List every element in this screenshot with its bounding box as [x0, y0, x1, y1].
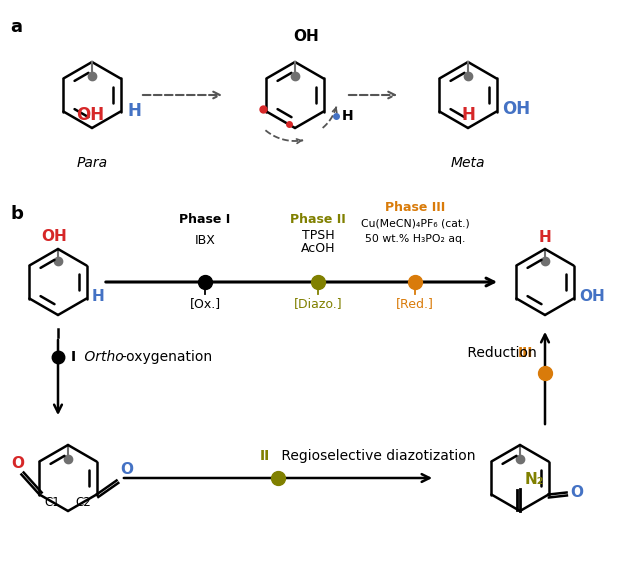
Text: O: O — [11, 455, 24, 470]
Text: OH: OH — [293, 29, 319, 44]
Text: OH: OH — [76, 106, 104, 124]
Text: H: H — [539, 230, 551, 245]
Text: b: b — [10, 205, 23, 223]
Text: Ortho: Ortho — [80, 350, 124, 364]
Text: C1: C1 — [45, 496, 60, 510]
Text: II: II — [260, 449, 270, 463]
Text: OH: OH — [579, 289, 605, 304]
Text: a: a — [10, 18, 22, 36]
Text: [Red.]: [Red.] — [396, 297, 434, 310]
Text: [Ox.]: [Ox.] — [190, 297, 221, 310]
Text: Phase I: Phase I — [179, 213, 231, 226]
Text: Meta: Meta — [451, 156, 485, 170]
Text: Para: Para — [76, 156, 107, 170]
Text: Phase III: Phase III — [385, 201, 445, 214]
Text: Regioselective diazotization: Regioselective diazotization — [277, 449, 476, 463]
Text: O: O — [121, 462, 134, 478]
Text: H: H — [342, 108, 353, 123]
Text: III: III — [518, 346, 533, 360]
Text: OH: OH — [41, 229, 67, 244]
Text: C2: C2 — [76, 496, 92, 510]
Text: O: O — [570, 485, 584, 500]
Text: -oxygenation: -oxygenation — [121, 350, 212, 364]
Text: AcOH: AcOH — [301, 242, 335, 255]
Text: H: H — [461, 106, 475, 124]
Text: Reduction: Reduction — [463, 346, 537, 360]
Text: [Diazo.]: [Diazo.] — [294, 297, 342, 310]
Text: H: H — [92, 289, 104, 304]
Text: Phase II: Phase II — [290, 213, 346, 226]
Text: TPSH: TPSH — [301, 229, 335, 242]
Text: 50 wt.% H₃PO₂ aq.: 50 wt.% H₃PO₂ aq. — [365, 234, 465, 244]
Text: N₂: N₂ — [525, 472, 544, 487]
Text: I: I — [71, 350, 76, 364]
Text: OH: OH — [502, 100, 530, 119]
Text: IBX: IBX — [195, 234, 216, 247]
Text: Cu(MeCN)₄PF₆ (cat.): Cu(MeCN)₄PF₆ (cat.) — [361, 219, 469, 229]
Text: H: H — [128, 103, 141, 120]
